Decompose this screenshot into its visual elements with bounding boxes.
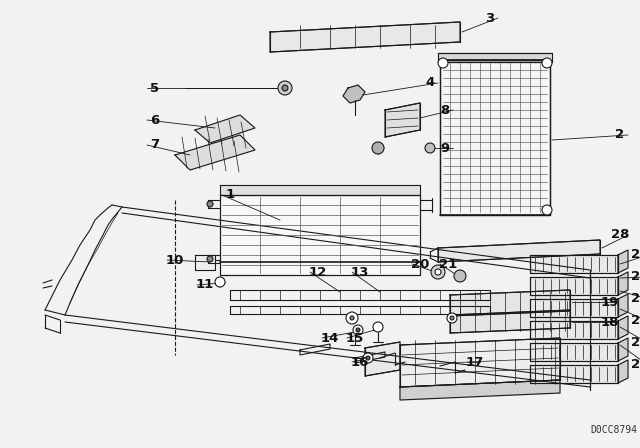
Polygon shape <box>530 343 618 361</box>
Polygon shape <box>530 299 618 317</box>
Polygon shape <box>175 135 255 170</box>
Text: 15: 15 <box>346 332 364 345</box>
Polygon shape <box>220 185 420 195</box>
Circle shape <box>356 328 360 332</box>
Text: 11: 11 <box>196 279 214 292</box>
Circle shape <box>366 356 370 360</box>
Polygon shape <box>450 311 570 333</box>
Circle shape <box>454 270 466 282</box>
Text: 20: 20 <box>411 258 429 271</box>
Polygon shape <box>530 255 618 273</box>
Polygon shape <box>440 60 550 215</box>
Polygon shape <box>195 255 215 270</box>
Polygon shape <box>618 294 628 317</box>
Polygon shape <box>530 365 618 383</box>
Polygon shape <box>195 115 255 143</box>
Text: 23: 23 <box>631 271 640 284</box>
Polygon shape <box>365 342 400 376</box>
Polygon shape <box>343 85 365 103</box>
Circle shape <box>431 265 445 279</box>
Circle shape <box>350 316 354 320</box>
Text: 5: 5 <box>150 82 159 95</box>
Text: 13: 13 <box>351 266 369 279</box>
Text: 12: 12 <box>309 266 327 279</box>
Text: 25: 25 <box>631 314 640 327</box>
Circle shape <box>353 325 363 335</box>
Circle shape <box>425 143 435 153</box>
Text: 14: 14 <box>321 332 339 345</box>
Polygon shape <box>530 277 618 295</box>
Polygon shape <box>400 338 560 387</box>
Text: 26: 26 <box>631 336 640 349</box>
Text: 2: 2 <box>616 129 625 142</box>
Polygon shape <box>450 290 570 315</box>
Text: 8: 8 <box>440 103 450 116</box>
Text: 28: 28 <box>611 228 629 241</box>
Text: 18: 18 <box>601 315 619 328</box>
Circle shape <box>373 322 383 332</box>
Polygon shape <box>438 53 552 62</box>
Polygon shape <box>618 360 628 383</box>
Polygon shape <box>220 195 420 275</box>
Polygon shape <box>618 272 628 295</box>
Circle shape <box>346 312 358 324</box>
Text: 9: 9 <box>440 142 449 155</box>
Text: 1: 1 <box>225 189 235 202</box>
Text: 21: 21 <box>439 258 457 271</box>
Circle shape <box>372 142 384 154</box>
Polygon shape <box>618 250 628 273</box>
Text: 22: 22 <box>631 249 640 262</box>
Circle shape <box>278 81 292 95</box>
Circle shape <box>282 85 288 91</box>
Text: 19: 19 <box>601 296 619 309</box>
Circle shape <box>207 201 213 207</box>
Text: 10: 10 <box>166 254 184 267</box>
Polygon shape <box>400 380 560 400</box>
Circle shape <box>447 313 457 323</box>
Text: 3: 3 <box>485 12 495 25</box>
Text: 4: 4 <box>426 77 435 90</box>
Polygon shape <box>385 103 420 137</box>
Circle shape <box>438 58 448 68</box>
Polygon shape <box>618 338 628 361</box>
Circle shape <box>450 316 454 320</box>
Text: D0CC8794: D0CC8794 <box>590 425 637 435</box>
Text: 6: 6 <box>150 113 159 126</box>
Circle shape <box>363 353 373 363</box>
Circle shape <box>542 205 552 215</box>
Polygon shape <box>270 22 460 52</box>
Circle shape <box>435 269 441 275</box>
Polygon shape <box>438 240 600 262</box>
Text: 24: 24 <box>631 293 640 306</box>
Polygon shape <box>530 321 618 339</box>
Text: 7: 7 <box>150 138 159 151</box>
Circle shape <box>542 58 552 68</box>
Text: 27: 27 <box>631 358 640 371</box>
Text: 16: 16 <box>351 356 369 369</box>
Circle shape <box>207 256 213 262</box>
Circle shape <box>215 277 225 287</box>
Text: 17: 17 <box>466 356 484 369</box>
Polygon shape <box>618 316 628 339</box>
